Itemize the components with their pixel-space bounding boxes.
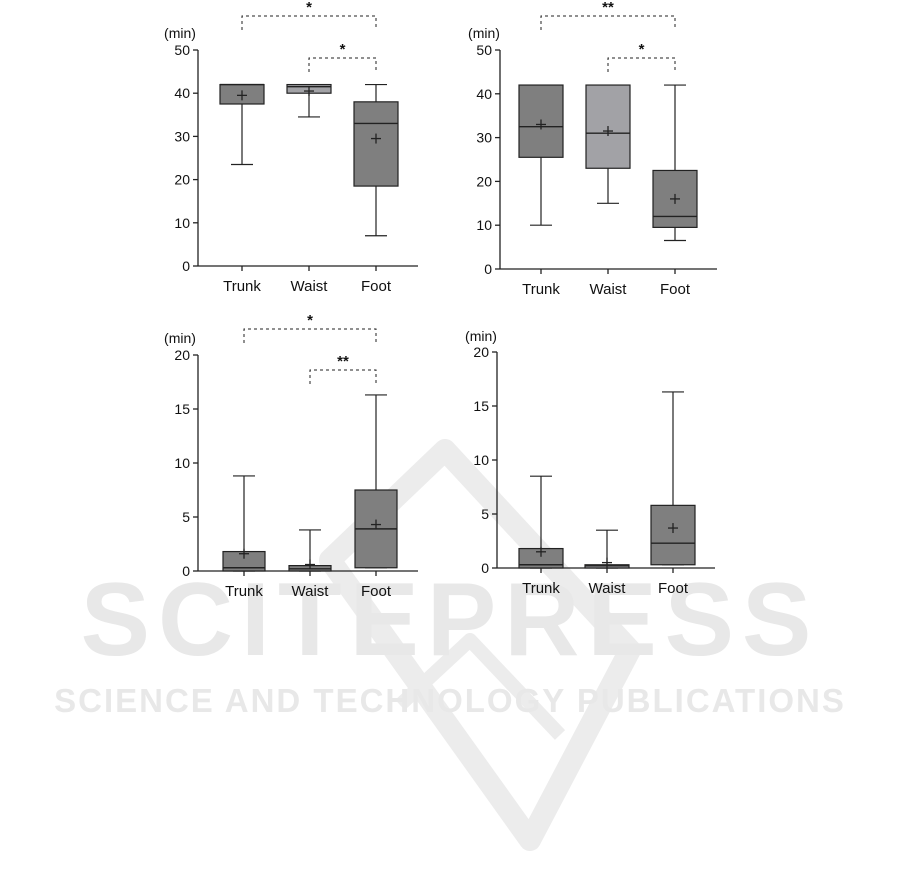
box-waist (584, 529, 630, 569)
box-trunk (518, 475, 564, 569)
y-tick-label: 20 (473, 344, 489, 360)
y-tick-label: 5 (481, 506, 489, 522)
box-foot (354, 394, 398, 569)
box-trunk (222, 475, 266, 572)
y-tick-label: 0 (182, 258, 190, 274)
y-axis-unit: (min) (164, 25, 196, 41)
box-waist (288, 529, 332, 572)
x-category-label: Foot (361, 278, 392, 295)
y-tick-label: 50 (476, 42, 492, 58)
x-category-label: Waist (292, 583, 330, 600)
y-tick-label: 20 (476, 173, 492, 189)
x-category-label: Trunk (522, 580, 560, 597)
box-foot (652, 84, 698, 242)
y-tick-label: 15 (473, 398, 489, 414)
x-category-label: Trunk (522, 281, 560, 298)
y-tick-label: 20 (174, 347, 190, 363)
chart-panel-bottom-right: (min) 0 5 10 15 20 Trunk Waist Foot (465, 328, 715, 597)
x-category-label: Trunk (225, 583, 263, 600)
significance-label: * (639, 41, 645, 58)
y-tick-label: 40 (476, 86, 492, 102)
bracket-line (540, 15, 676, 30)
y-tick-label: 0 (182, 563, 190, 579)
y-tick-label: 30 (174, 128, 190, 144)
y-tick-label: 50 (174, 42, 190, 58)
y-tick-label: 10 (174, 455, 190, 471)
y-tick-label: 10 (473, 452, 489, 468)
y-tick-label: 15 (174, 401, 190, 417)
y-tick-label: 10 (174, 215, 190, 231)
significance-label: * (307, 312, 313, 329)
significance-label: ** (602, 0, 614, 16)
bracket-line (243, 328, 377, 343)
significance-bracket: ** (540, 0, 676, 30)
x-category-label: Foot (660, 281, 691, 298)
significance-label: ** (337, 353, 349, 370)
bracket-line (308, 57, 377, 72)
significance-bracket: * (607, 41, 676, 72)
y-axis-unit: (min) (465, 328, 497, 344)
y-axis-unit: (min) (164, 330, 196, 346)
watermark-tagline: SCIENCE AND TECHNOLOGY PUBLICATIONS (54, 682, 846, 719)
y-tick-label: 40 (174, 85, 190, 101)
significance-label: * (306, 0, 312, 16)
significance-bracket: ** (309, 353, 377, 384)
x-category-label: Waist (589, 580, 627, 597)
x-category-label: Waist (590, 281, 628, 298)
significance-bracket: * (308, 41, 377, 72)
significance-label: * (340, 41, 346, 58)
y-tick-label: 0 (481, 560, 489, 576)
significance-bracket: * (241, 0, 377, 30)
y-axis-unit: (min) (468, 25, 500, 41)
box-waist (286, 83, 332, 118)
box-waist (585, 84, 631, 204)
x-category-label: Trunk (223, 278, 261, 295)
y-tick-label: 5 (182, 509, 190, 525)
x-category-label: Waist (291, 278, 329, 295)
chart-panel-top-left: (min) 0 10 20 30 40 50 Trunk Waist Foot * * (164, 0, 418, 295)
x-category-label: Foot (361, 583, 392, 600)
significance-bracket: * (243, 312, 377, 343)
watermark: SCITEPRESS SCIENCE AND TECHNOLOGY PUBLIC… (54, 439, 846, 851)
box-foot (353, 83, 399, 237)
iqr-box (353, 101, 399, 187)
bracket-line (607, 57, 676, 72)
box-foot (650, 391, 696, 566)
box-trunk (219, 83, 265, 166)
watermark-logo: SCITEPRESS (81, 562, 820, 678)
box-trunk (518, 84, 564, 226)
y-tick-label: 30 (476, 130, 492, 146)
y-tick-label: 20 (174, 172, 190, 188)
iqr-box (650, 504, 696, 566)
bracket-line (309, 369, 377, 384)
bracket-line (241, 15, 377, 30)
x-category-label: Foot (658, 580, 689, 597)
y-tick-label: 0 (484, 261, 492, 277)
y-tick-label: 10 (476, 217, 492, 233)
watermark-emblem (319, 439, 641, 851)
